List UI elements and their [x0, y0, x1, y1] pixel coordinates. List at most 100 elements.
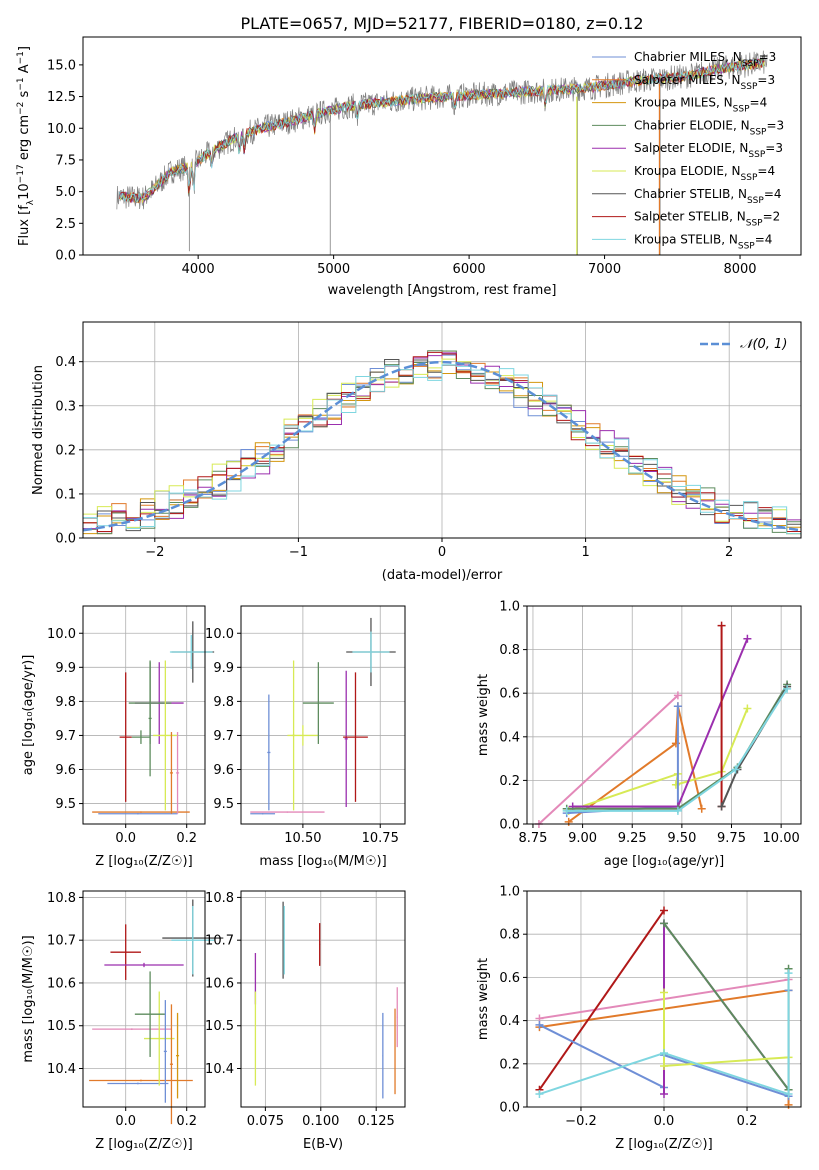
- x-tick-label: 9.25: [618, 831, 647, 846]
- legend-entry: Salpeter ELODIE, NSSP=3: [634, 141, 783, 160]
- y-tick-label: 9.7: [55, 729, 76, 744]
- x-tick-label: 9.50: [667, 831, 696, 846]
- x-tick-label: 2: [725, 545, 733, 560]
- x-tick-label: 4000: [182, 262, 215, 277]
- y-tick-label: 0.0: [55, 249, 76, 264]
- axes-frame: [82, 890, 206, 1108]
- y-tick-label: 9.9: [55, 661, 76, 676]
- legend-entry: Kroupa MILES, NSSP=4: [634, 96, 767, 115]
- age-vs-metallicity-panel: 0.0 0.2 9.5 9.6 9.7 9.8 9.9 10.0 Z [log₁₀(Z/Z☉)]…: [21, 605, 215, 869]
- x-tick-label: 0.075: [247, 1114, 284, 1129]
- mass-weight-marker: [731, 765, 740, 774]
- axes-frame: [82, 36, 802, 256]
- x-tick-label: 8000: [723, 262, 756, 277]
- model-spectrum-line: [119, 58, 765, 204]
- mass-vs-ebv-panel: 0.075 0.100 0.125 10.4 10.5 10.6 10.7 10.8 E(B-V…: [205, 890, 406, 1152]
- y-tick-label: 9.5: [213, 797, 234, 812]
- y-axis-label: mass [log₁₀(M/M☉)]: [21, 935, 36, 1062]
- mass-weight-marker: [784, 969, 793, 978]
- legend-entry: Salpeter STELIB, NSSP=2: [634, 210, 780, 229]
- legend-entry: Kroupa ELODIE, NSSP=4: [634, 164, 775, 183]
- normal-distribution-curve: [83, 360, 801, 532]
- y-tick-label: 10.6: [47, 976, 76, 991]
- age-vs-mass-panel: 10.50 10.75 9.5 9.6 9.7 9.8 9.9 10.0 mass [log₁₀…: [205, 605, 406, 869]
- x-tick-label: −2: [145, 545, 164, 560]
- x-tick-label: 0.2: [176, 1114, 197, 1129]
- histogram-step-line: [83, 351, 801, 533]
- mass-weight-line: [538, 694, 679, 825]
- x-axis-label: E(B-V): [303, 1137, 343, 1152]
- y-tick-label: 0.0: [55, 532, 76, 547]
- y-tick-label: 9.7: [213, 729, 234, 744]
- x-axis-label: age [log₁₀(age/yr)]: [604, 854, 725, 869]
- y-axis-label: age [log₁₀(age/yr)]: [21, 655, 36, 776]
- y-tick-label: 0.2: [55, 443, 76, 458]
- axes-frame: [526, 605, 802, 825]
- x-tick-label: 5000: [317, 262, 350, 277]
- mass-weight-marker: [784, 1090, 793, 1099]
- mass-weight-line: [539, 973, 790, 1096]
- x-axis-label: Z [log₁₀(Z/Z☉)]: [95, 1137, 192, 1152]
- x-tick-label: 0.2: [737, 1114, 758, 1129]
- x-axis-label: mass [log₁₀(M/M☉)]: [259, 854, 386, 869]
- y-axis-label: Flux [fλ10−17 erg cm−2 s−1 A−1]: [16, 46, 36, 246]
- mass-weight-marker: [660, 1061, 668, 1070]
- y-tick-label: 10.8: [47, 891, 76, 906]
- x-tick-label: 10.00: [763, 831, 800, 846]
- x-tick-label: 0: [438, 545, 446, 560]
- mass-weight-vs-metallicity-panel: −0.2 0.0 0.2 0.0 0.2 0.4 0.6 0.8 1.0 Z [log₁₀(Z/Z…: [476, 885, 802, 1152]
- legend-entry: 𝒩(0, 1): [740, 337, 787, 352]
- y-tick-label: 10.7: [205, 934, 234, 949]
- y-tick-label: 10.7: [47, 934, 76, 949]
- mass-weight-marker: [673, 806, 682, 815]
- mass-weight-line: [566, 688, 788, 812]
- spectrum-panel: 4000 5000 6000 7000 8000 0.0 2.5 5.0 7.5 10.0 12.5…: [16, 36, 802, 298]
- mass-weight-marker: [660, 988, 668, 997]
- y-tick-label: 10.8: [205, 891, 234, 906]
- x-tick-label: −0.2: [565, 1114, 597, 1129]
- mass-weight-marker: [743, 634, 752, 643]
- y-tick-label: 10.5: [205, 1019, 234, 1034]
- y-tick-label: 9.5: [55, 797, 76, 812]
- x-tick-label: 9.75: [717, 831, 746, 846]
- mass-weight-marker: [660, 1090, 668, 1099]
- y-tick-label: 5.0: [55, 185, 76, 200]
- legend-entry: Kroupa STELIB, NSSP=4: [634, 232, 772, 251]
- mass-weight-marker: [660, 1049, 668, 1057]
- legend-entry: Chabrier ELODIE, NSSP=3: [634, 118, 784, 137]
- axes-frame: [240, 890, 406, 1108]
- y-tick-label: 0.4: [55, 355, 76, 370]
- y-tick-label: 10.0: [205, 627, 234, 642]
- y-tick-label: 10.6: [205, 976, 234, 991]
- x-tick-label: 0.0: [115, 831, 136, 846]
- y-tick-label: 9.6: [213, 763, 234, 778]
- legend-entry: Salpeter MILES, NSSP=3: [634, 73, 775, 92]
- figure-title: PLATE=0657, MJD=52177, FIBERID=0180, z=0…: [240, 14, 643, 33]
- y-tick-label: 10.0: [47, 627, 76, 642]
- y-tick-label: 0.4: [499, 1014, 520, 1029]
- legend-entry: Chabrier STELIB, NSSP=4: [634, 187, 782, 206]
- mass-vs-metallicity-panel: 0.0 0.2 10.4 10.5 10.6 10.7 10.8 Z [log₁₀(Z/Z☉)…: [21, 890, 224, 1152]
- y-tick-label: 0.6: [499, 687, 520, 702]
- y-tick-label: 10.0: [47, 122, 76, 137]
- mass-weight-marker: [783, 684, 792, 693]
- x-axis-label: (data-model)/error: [382, 568, 503, 583]
- y-tick-label: 9.6: [55, 763, 76, 778]
- x-tick-label: 0.100: [302, 1114, 339, 1129]
- mass-weight-line: [538, 909, 665, 1091]
- y-axis-label: mass weight: [476, 958, 491, 1040]
- axes-frame: [240, 605, 406, 825]
- axes-frame: [82, 605, 206, 825]
- y-tick-label: 0.8: [499, 928, 520, 943]
- y-tick-label: 1.0: [499, 600, 520, 615]
- x-tick-label: 7000: [588, 262, 621, 277]
- mass-weight-marker: [784, 1100, 793, 1109]
- spectrum-lines: [116, 50, 768, 255]
- y-tick-label: 0.1: [55, 487, 76, 502]
- y-tick-label: 0.3: [55, 399, 76, 414]
- y-tick-label: 15.0: [47, 58, 76, 73]
- model-spectrum-line: [119, 58, 765, 203]
- mass-weight-marker: [697, 804, 706, 813]
- x-tick-label: 0.125: [358, 1114, 395, 1129]
- mass-weight-marker: [660, 906, 668, 915]
